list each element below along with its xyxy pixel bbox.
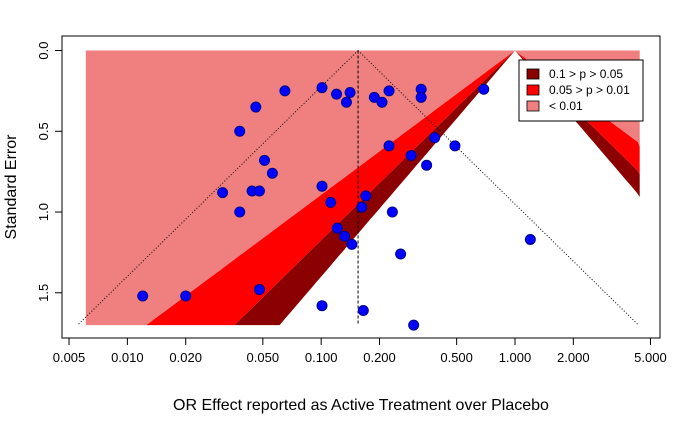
data-point	[137, 290, 149, 302]
data-point	[253, 185, 265, 197]
x-axis-title: OR Effect reported as Active Treatment o…	[173, 397, 549, 414]
data-point	[357, 305, 369, 317]
x-tick-label: 0.020	[169, 350, 202, 365]
x-tick-label: 0.100	[305, 350, 338, 365]
legend-swatch	[526, 84, 540, 96]
data-point	[421, 159, 433, 171]
data-point	[279, 85, 291, 97]
data-point	[217, 187, 229, 199]
data-point	[356, 201, 368, 213]
x-tick-label: 0.200	[363, 350, 396, 365]
data-point	[478, 83, 490, 95]
legend-label: < 0.01	[549, 99, 583, 113]
data-point	[408, 319, 420, 331]
data-point	[449, 140, 461, 152]
region-lower-p-lt-001	[85, 50, 516, 326]
data-point	[368, 91, 380, 103]
data-point	[383, 85, 395, 97]
region-lower-p-005-01	[234, 50, 515, 326]
data-point	[339, 230, 351, 242]
legend: 0.1 > p > 0.05 0.05 > p > 0.01 < 0.01	[518, 59, 644, 122]
data-point	[180, 290, 192, 302]
data-points	[137, 82, 536, 331]
x-tick-label: 2.000	[557, 350, 590, 365]
data-point	[325, 196, 337, 208]
region-lower-p-001-005	[146, 50, 515, 326]
data-point	[250, 101, 262, 113]
x-axis: 0.005 0.010 0.020 0.050 0.100 0.200 0.500 1.000…	[53, 337, 667, 365]
x-tick-label: 0.005	[53, 350, 86, 365]
data-point	[524, 233, 536, 245]
y-axis-title: Standard Error	[3, 134, 20, 240]
data-point	[340, 96, 352, 108]
legend-label: 0.1 > p > 0.05	[549, 67, 623, 81]
data-point	[386, 206, 398, 218]
x-tick-label: 0.010	[111, 350, 144, 365]
data-point	[331, 222, 343, 234]
data-point	[316, 180, 328, 192]
data-point	[316, 82, 328, 94]
legend-box	[518, 59, 644, 122]
data-point	[360, 190, 372, 202]
data-point	[405, 150, 417, 162]
legend-label: 0.05 > p > 0.01	[549, 83, 630, 97]
data-point	[266, 167, 278, 179]
data-point	[331, 88, 343, 100]
data-point	[383, 140, 395, 152]
x-tick-label: 1.000	[499, 350, 532, 365]
funnel-left-line	[77, 50, 359, 326]
data-point	[258, 154, 270, 166]
data-point	[346, 238, 358, 250]
x-tick-label: 0.050	[247, 350, 280, 365]
y-tick-label: 1.0	[36, 203, 51, 221]
legend-swatch	[526, 100, 540, 112]
data-point	[253, 284, 265, 296]
data-point	[415, 91, 427, 103]
data-point	[234, 125, 246, 137]
funnel-lines	[77, 50, 639, 326]
data-point	[429, 132, 441, 144]
legend-swatch	[526, 68, 540, 80]
data-point	[316, 300, 328, 312]
data-point	[234, 206, 246, 218]
y-axis: 0.0 0.5 1.0 1.5	[36, 41, 63, 302]
x-tick-label: 5.000	[634, 350, 667, 365]
funnel-right-line	[357, 50, 639, 326]
x-tick-label: 0.500	[440, 350, 473, 365]
data-point	[344, 87, 356, 99]
y-tick-label: 0.0	[36, 41, 51, 59]
data-point	[376, 96, 388, 108]
y-tick-label: 0.5	[36, 122, 51, 140]
y-tick-label: 1.5	[36, 284, 51, 302]
data-point	[395, 248, 407, 260]
